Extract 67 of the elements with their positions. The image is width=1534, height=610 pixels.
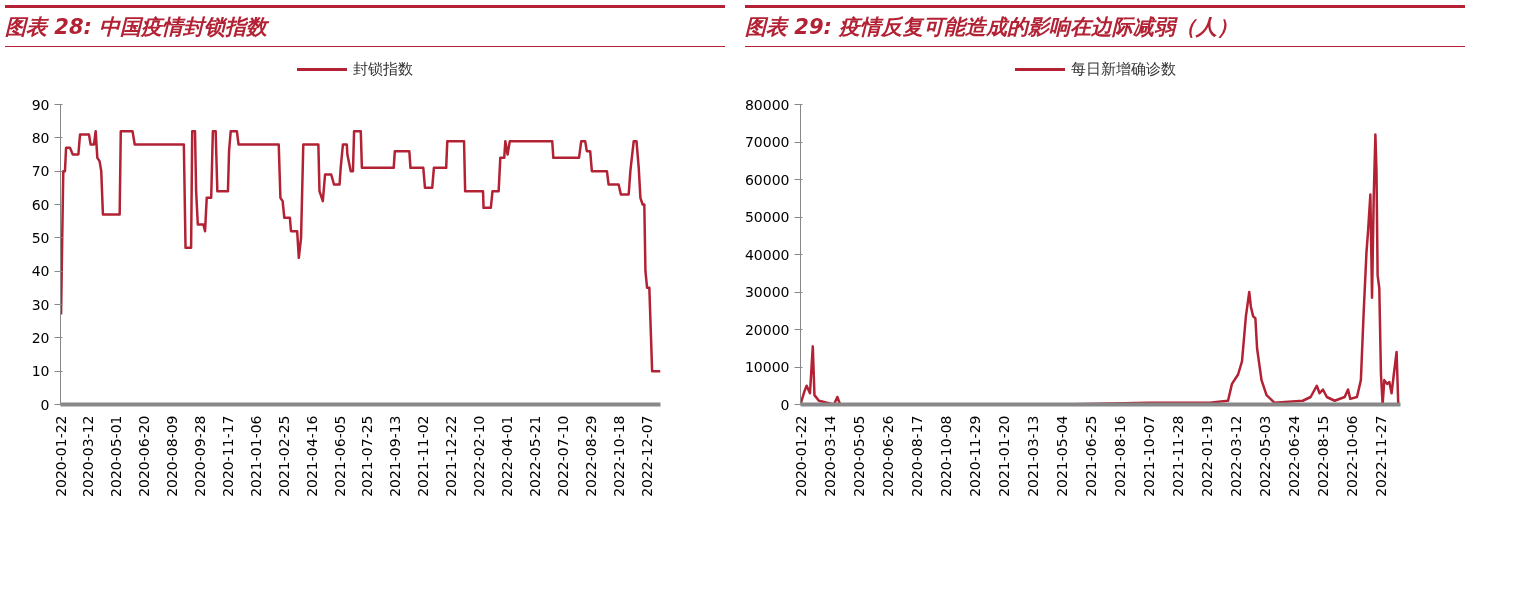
x-tick-label: 2022-08-15 xyxy=(1314,415,1331,497)
x-tick-label: 2022-12-07 xyxy=(638,415,655,497)
y-tick-label: 50000 xyxy=(744,209,790,225)
x-tick-label: 2020-09-28 xyxy=(192,415,209,497)
y-tick-label: 60 xyxy=(31,196,50,213)
legend-label: 每日新增确诊数 xyxy=(1070,60,1176,78)
line-series xyxy=(60,129,661,373)
x-tick-label: 2020-06-20 xyxy=(136,415,153,497)
y-tick-label: 70 xyxy=(31,163,50,180)
chart-title: 图表 29: 疫情反复可能造成的影响在边际减弱（人） xyxy=(745,5,1465,47)
chart-title: 图表 28: 中国疫情封锁指数 xyxy=(5,5,725,47)
x-tick-label: 2021-05-04 xyxy=(1053,415,1070,497)
x-tick-label: 2021-03-13 xyxy=(1024,415,1041,497)
y-tick-label: 80000 xyxy=(744,96,790,113)
y-tick-label: 40 xyxy=(31,263,50,280)
y-tick-label: 30 xyxy=(31,296,50,313)
y-tick-label: 20000 xyxy=(744,321,790,338)
x-tick-label: 2021-06-05 xyxy=(331,415,348,497)
x-tick-label: 2022-11-27 xyxy=(1372,415,1389,497)
x-tick-label: 2022-05-03 xyxy=(1256,415,1273,497)
x-tick-label: 2021-11-02 xyxy=(415,415,432,497)
x-tick-label: 2021-04-16 xyxy=(303,415,320,497)
y-tick-label: 40000 xyxy=(744,246,790,263)
y-tick-label: 0 xyxy=(40,396,50,413)
x-tick-label: 2020-06-26 xyxy=(879,415,896,497)
x-tick-label: 2021-01-20 xyxy=(995,415,1012,497)
y-tick-label: 10 xyxy=(31,363,50,380)
x-tick-label: 2020-05-01 xyxy=(108,415,125,497)
x-tick-label: 2022-04-01 xyxy=(499,415,516,497)
x-tick-label: 2022-02-10 xyxy=(471,415,488,497)
y-tick-label: 70000 xyxy=(744,134,790,150)
x-tick-label: 2021-02-25 xyxy=(275,415,292,497)
x-tick-label: 2021-09-13 xyxy=(387,415,404,497)
x-tick-label: 2020-03-12 xyxy=(80,415,97,497)
x-tick-label: 2022-03-12 xyxy=(1227,415,1244,497)
x-tick-label: 2020-10-08 xyxy=(937,415,954,497)
y-tick-label: 80 xyxy=(31,129,50,146)
x-tick-label: 2020-01-22 xyxy=(792,415,809,497)
x-tick-label: 2021-12-22 xyxy=(443,415,460,497)
x-tick-label: 2022-01-19 xyxy=(1198,415,1215,497)
y-tick-label: 10000 xyxy=(744,359,790,375)
x-tick-label: 2020-11-29 xyxy=(966,415,983,497)
y-tick-label: 90 xyxy=(31,96,50,113)
x-tick-label: 2022-06-24 xyxy=(1285,415,1302,497)
x-tick-label: 2021-11-28 xyxy=(1169,415,1186,497)
x-tick-label: 2022-08-29 xyxy=(582,415,599,497)
x-tick-label: 2021-08-16 xyxy=(1111,415,1128,497)
x-tick-label: 2021-06-25 xyxy=(1082,415,1099,497)
y-tick-label: 30000 xyxy=(744,284,790,300)
y-tick-label: 60000 xyxy=(744,171,790,188)
legend-label: 封锁指数 xyxy=(353,60,413,78)
x-tick-label: 2022-10-06 xyxy=(1343,415,1360,497)
x-tick-label: 2020-08-09 xyxy=(164,415,181,497)
y-tick-label: 50 xyxy=(31,229,50,246)
x-tick-label: 2022-05-21 xyxy=(526,415,543,497)
x-tick-label: 2021-01-06 xyxy=(247,415,264,497)
x-tick-label: 2022-07-10 xyxy=(554,415,571,497)
x-tick-label: 2022-10-18 xyxy=(610,415,627,497)
y-tick-label: 20 xyxy=(31,329,50,346)
x-tick-label: 2020-01-22 xyxy=(52,415,69,497)
x-tick-label: 2020-08-17 xyxy=(908,415,925,497)
x-tick-label: 2021-10-07 xyxy=(1140,415,1157,497)
x-tick-label: 2020-05-05 xyxy=(850,415,867,497)
x-tick-label: 2021-07-25 xyxy=(359,415,376,497)
y-tick-label: 0 xyxy=(780,396,790,413)
x-tick-label: 2020-11-17 xyxy=(219,415,236,497)
x-tick-label: 2020-03-14 xyxy=(821,415,838,497)
